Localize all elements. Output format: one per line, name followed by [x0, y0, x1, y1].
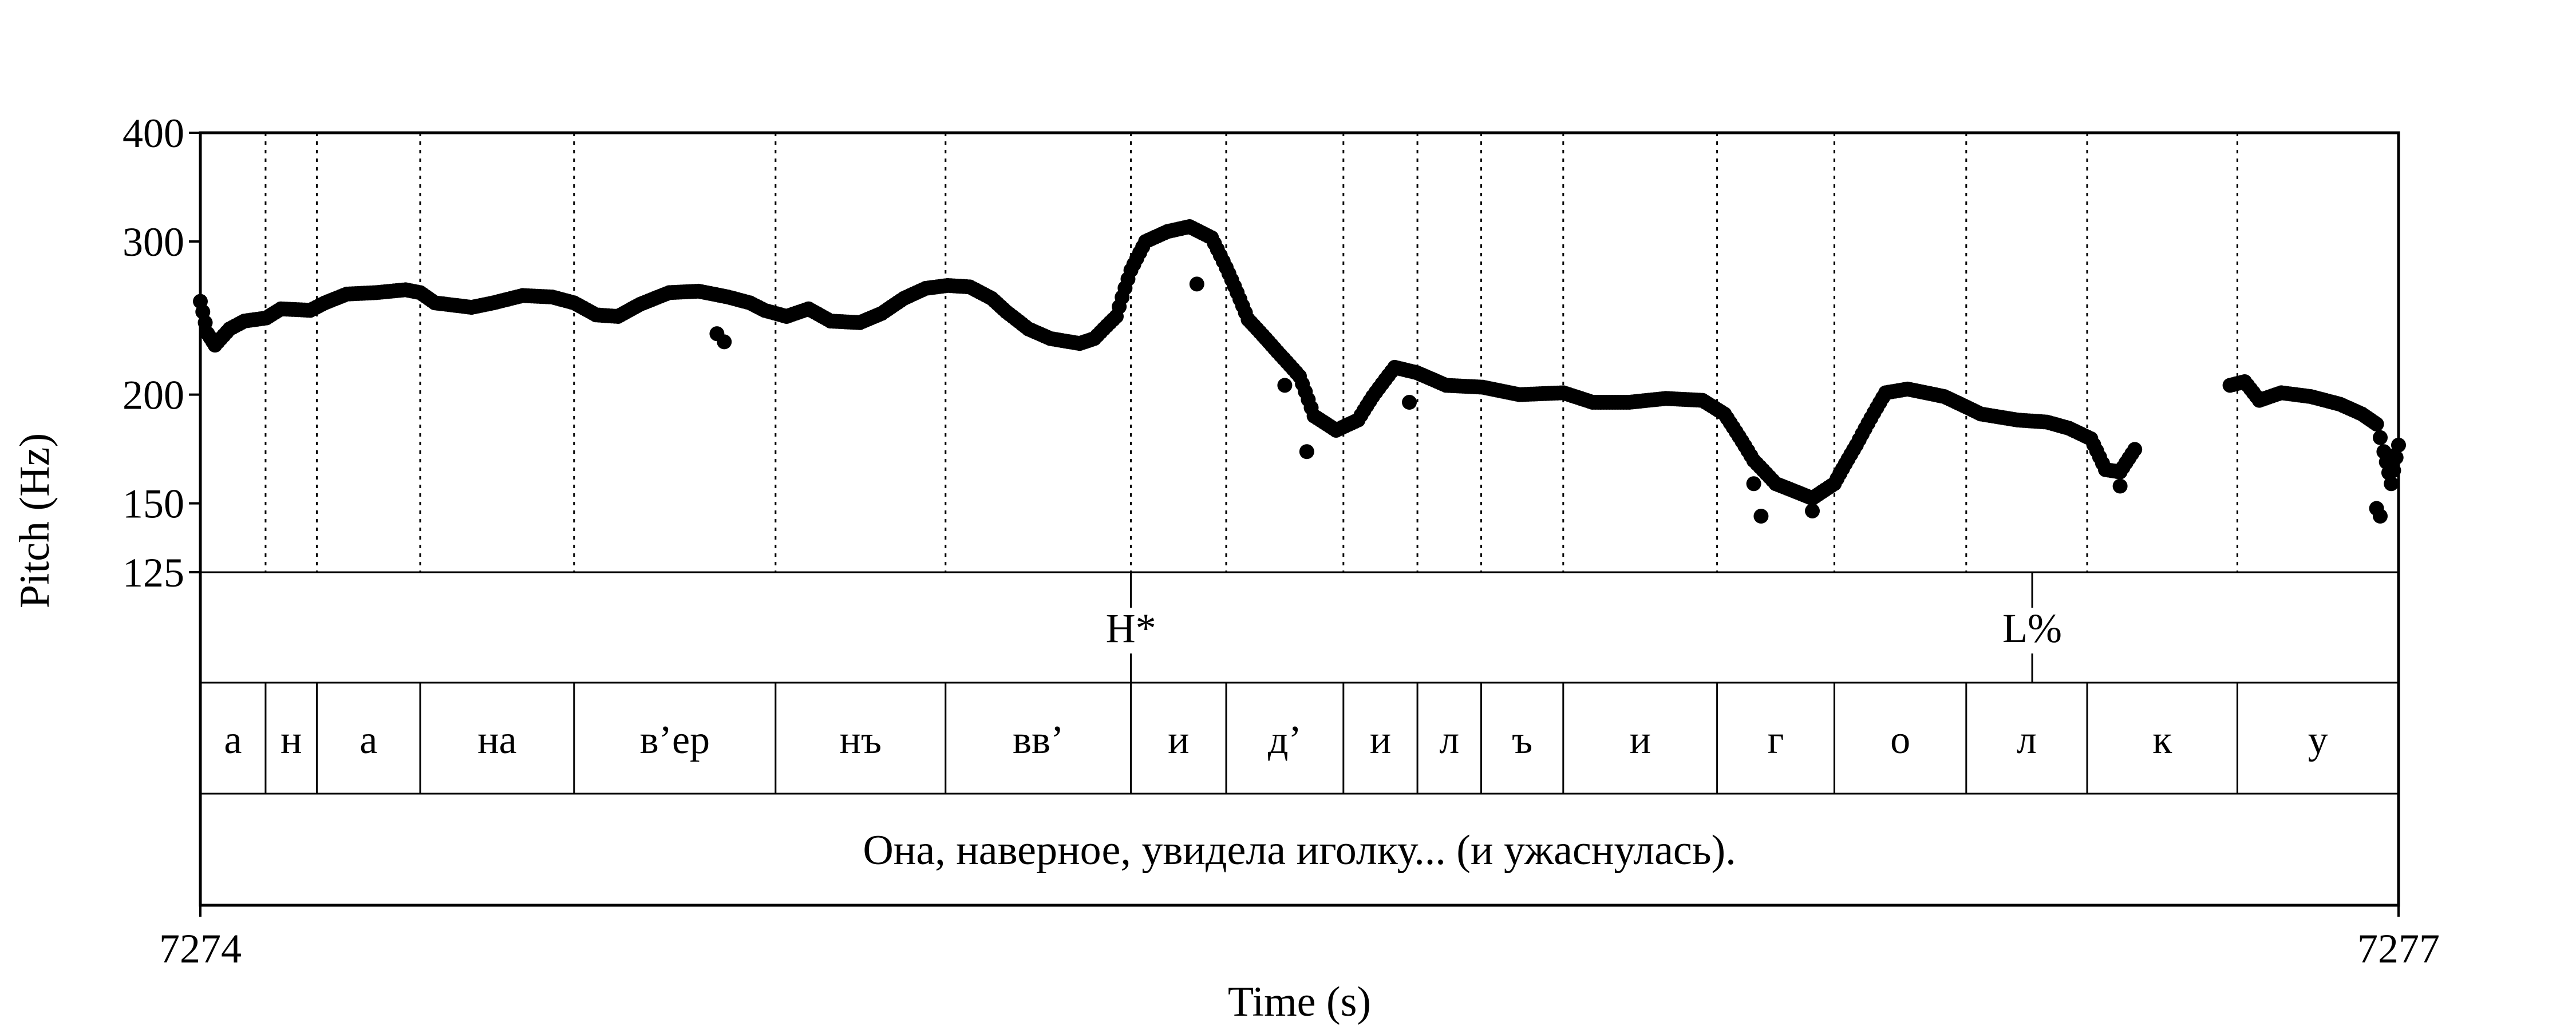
- tone-label: H*: [1106, 605, 1156, 651]
- pitch-point-outlier: [1402, 395, 1417, 410]
- x-axis-title: Time (s): [1228, 978, 1371, 1025]
- segment-label: ъ: [1512, 718, 1532, 762]
- y-tick-label: 200: [123, 373, 184, 418]
- pitch-point: [2127, 442, 2143, 457]
- segment-label: вв’: [1013, 718, 1064, 762]
- pitch-point-outlier: [1746, 476, 1761, 492]
- pitch-point-outlier: [1189, 276, 1204, 292]
- pitch-point-outlier: [1277, 378, 1293, 393]
- segment-label: а: [359, 718, 377, 762]
- pitch-point-outlier: [2384, 448, 2399, 464]
- segment-label: л: [2017, 718, 2037, 762]
- segment-label: к: [2152, 718, 2172, 762]
- x-tick-label: 7277: [2357, 926, 2440, 972]
- segment-label: нъ: [839, 718, 882, 762]
- pitch-point-outlier: [717, 334, 732, 350]
- segment-label: а: [224, 718, 242, 762]
- tier-boundary-lines: [264, 683, 2238, 794]
- pitch-point-outlier: [1805, 503, 1820, 518]
- segment-label: л: [1439, 718, 1459, 762]
- plot-frame: [199, 131, 2400, 907]
- segment-tier: а н а на в’ер нъ вв’ и д’ и л ъ и г о л к у: [224, 718, 2328, 762]
- pitch-point: [2369, 417, 2384, 432]
- y-tick-label: 300: [123, 219, 184, 265]
- segment-label: и: [1629, 718, 1650, 762]
- y-axis: 125 150 200 300 400: [123, 110, 200, 596]
- sentence-label: Она, наверное, увидела иголку... (и ужас…: [863, 827, 1736, 874]
- segment-label: в’ер: [640, 718, 710, 762]
- pitch-point: [2384, 476, 2399, 492]
- segment-label: о: [1890, 718, 1910, 762]
- pitch-point-outlier: [1753, 509, 1769, 524]
- segment-label: д’: [1268, 718, 1302, 762]
- segment-label: и: [1168, 718, 1189, 762]
- segment-label: г: [1768, 718, 1784, 762]
- tone-label: L%: [2002, 605, 2062, 651]
- pitch-point: [2373, 430, 2388, 445]
- segment-label: и: [1370, 718, 1391, 762]
- segment-label: на: [477, 718, 517, 762]
- y-tick-label: 400: [123, 110, 184, 156]
- segment-label: н: [280, 718, 302, 762]
- pitch-point-outlier: [1299, 444, 1314, 459]
- tone-tier: H* L%: [1106, 572, 2062, 683]
- segment-boundary-gridlines: [264, 133, 2238, 572]
- pitch-points: [193, 219, 2406, 524]
- y-tick-label: 125: [123, 550, 184, 596]
- x-axis: 7274 7277: [159, 905, 2440, 972]
- x-tick-label: 7274: [159, 926, 242, 972]
- segment-label: у: [2308, 718, 2328, 762]
- plot-border: [199, 131, 2400, 907]
- y-axis-title: Pitch (Hz): [11, 433, 58, 608]
- y-tick-label: 150: [123, 481, 184, 527]
- pitch-point-outlier: [2373, 509, 2388, 524]
- pitch-point-outlier: [2112, 478, 2128, 494]
